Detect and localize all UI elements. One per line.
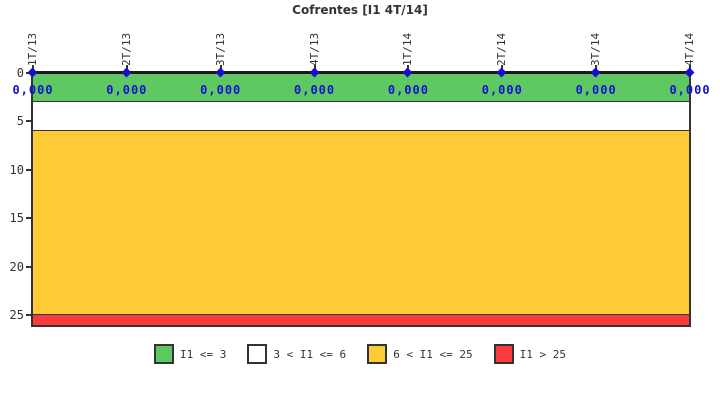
plot-border-bottom	[31, 325, 691, 327]
plot-border-right	[689, 73, 691, 327]
data-point-value-label: 0,000	[106, 83, 148, 97]
x-axis-tick-label: 3T/14	[589, 32, 603, 66]
legend-item: I1 > 25	[493, 344, 567, 364]
y-axis-tick	[26, 314, 33, 316]
legend-label: 6 < I1 <= 25	[393, 347, 473, 361]
chart-title: Cofrentes [I1 4T/14]	[292, 3, 428, 17]
plot-border-left	[31, 73, 33, 327]
legend-label: 3 < I1 <= 6	[273, 347, 347, 361]
legend-swatch-yellow	[367, 344, 388, 364]
x-axis-tick-label: 4T/14	[683, 32, 696, 66]
data-point-value-label: 0,000	[200, 83, 242, 97]
x-axis-tick-label: 1T/14	[401, 32, 415, 66]
threshold-band-red	[33, 315, 689, 325]
x-axis-tick-label: 4T/13	[307, 32, 321, 66]
x-axis-line	[31, 71, 691, 74]
legend-label: I1 > 25	[519, 347, 567, 361]
x-axis-tick-label: 1T/13	[26, 32, 39, 66]
y-axis-tick	[26, 217, 33, 220]
y-axis-tick-label: 20	[9, 259, 24, 274]
legend: I1 <= 3 3 < I1 <= 6 6 < I1 <= 25 I1 > 25	[0, 343, 720, 365]
data-point-value-label: 0,000	[294, 83, 336, 97]
y-axis-tick-label: 0	[16, 66, 24, 80]
legend-label: I1 <= 3	[179, 347, 227, 361]
legend-swatch-green	[153, 344, 174, 364]
legend-swatch-white	[247, 344, 268, 364]
legend-item: 3 < I1 <= 6	[247, 344, 346, 364]
legend-item: 6 < I1 <= 25	[367, 344, 473, 364]
y-axis-tick-label: 10	[9, 162, 24, 177]
x-axis-tick-label: 2T/14	[495, 32, 509, 66]
data-point-value-label: 0,000	[12, 83, 54, 97]
data-point-value-label: 0,000	[669, 83, 711, 97]
y-axis-tick	[26, 120, 33, 123]
x-axis-tick-label: 2T/13	[119, 32, 133, 66]
x-axis-tick-label: 3T/13	[213, 32, 227, 66]
y-axis-tick-label: 5	[16, 114, 24, 129]
y-axis-tick-label: 15	[9, 211, 24, 226]
data-point-value-label: 0,000	[575, 83, 617, 97]
y-axis-tick	[26, 168, 33, 171]
threshold-band-white	[33, 102, 689, 132]
y-axis-tick-label: 25	[9, 308, 24, 322]
legend-swatch-red	[493, 344, 514, 364]
y-axis-tick	[26, 265, 33, 268]
legend-item: I1 <= 3	[153, 344, 227, 364]
data-point-value-label: 0,000	[387, 83, 429, 97]
threshold-band-green	[33, 73, 689, 103]
threshold-band-yellow	[33, 131, 689, 315]
data-point-value-label: 0,000	[481, 83, 523, 97]
